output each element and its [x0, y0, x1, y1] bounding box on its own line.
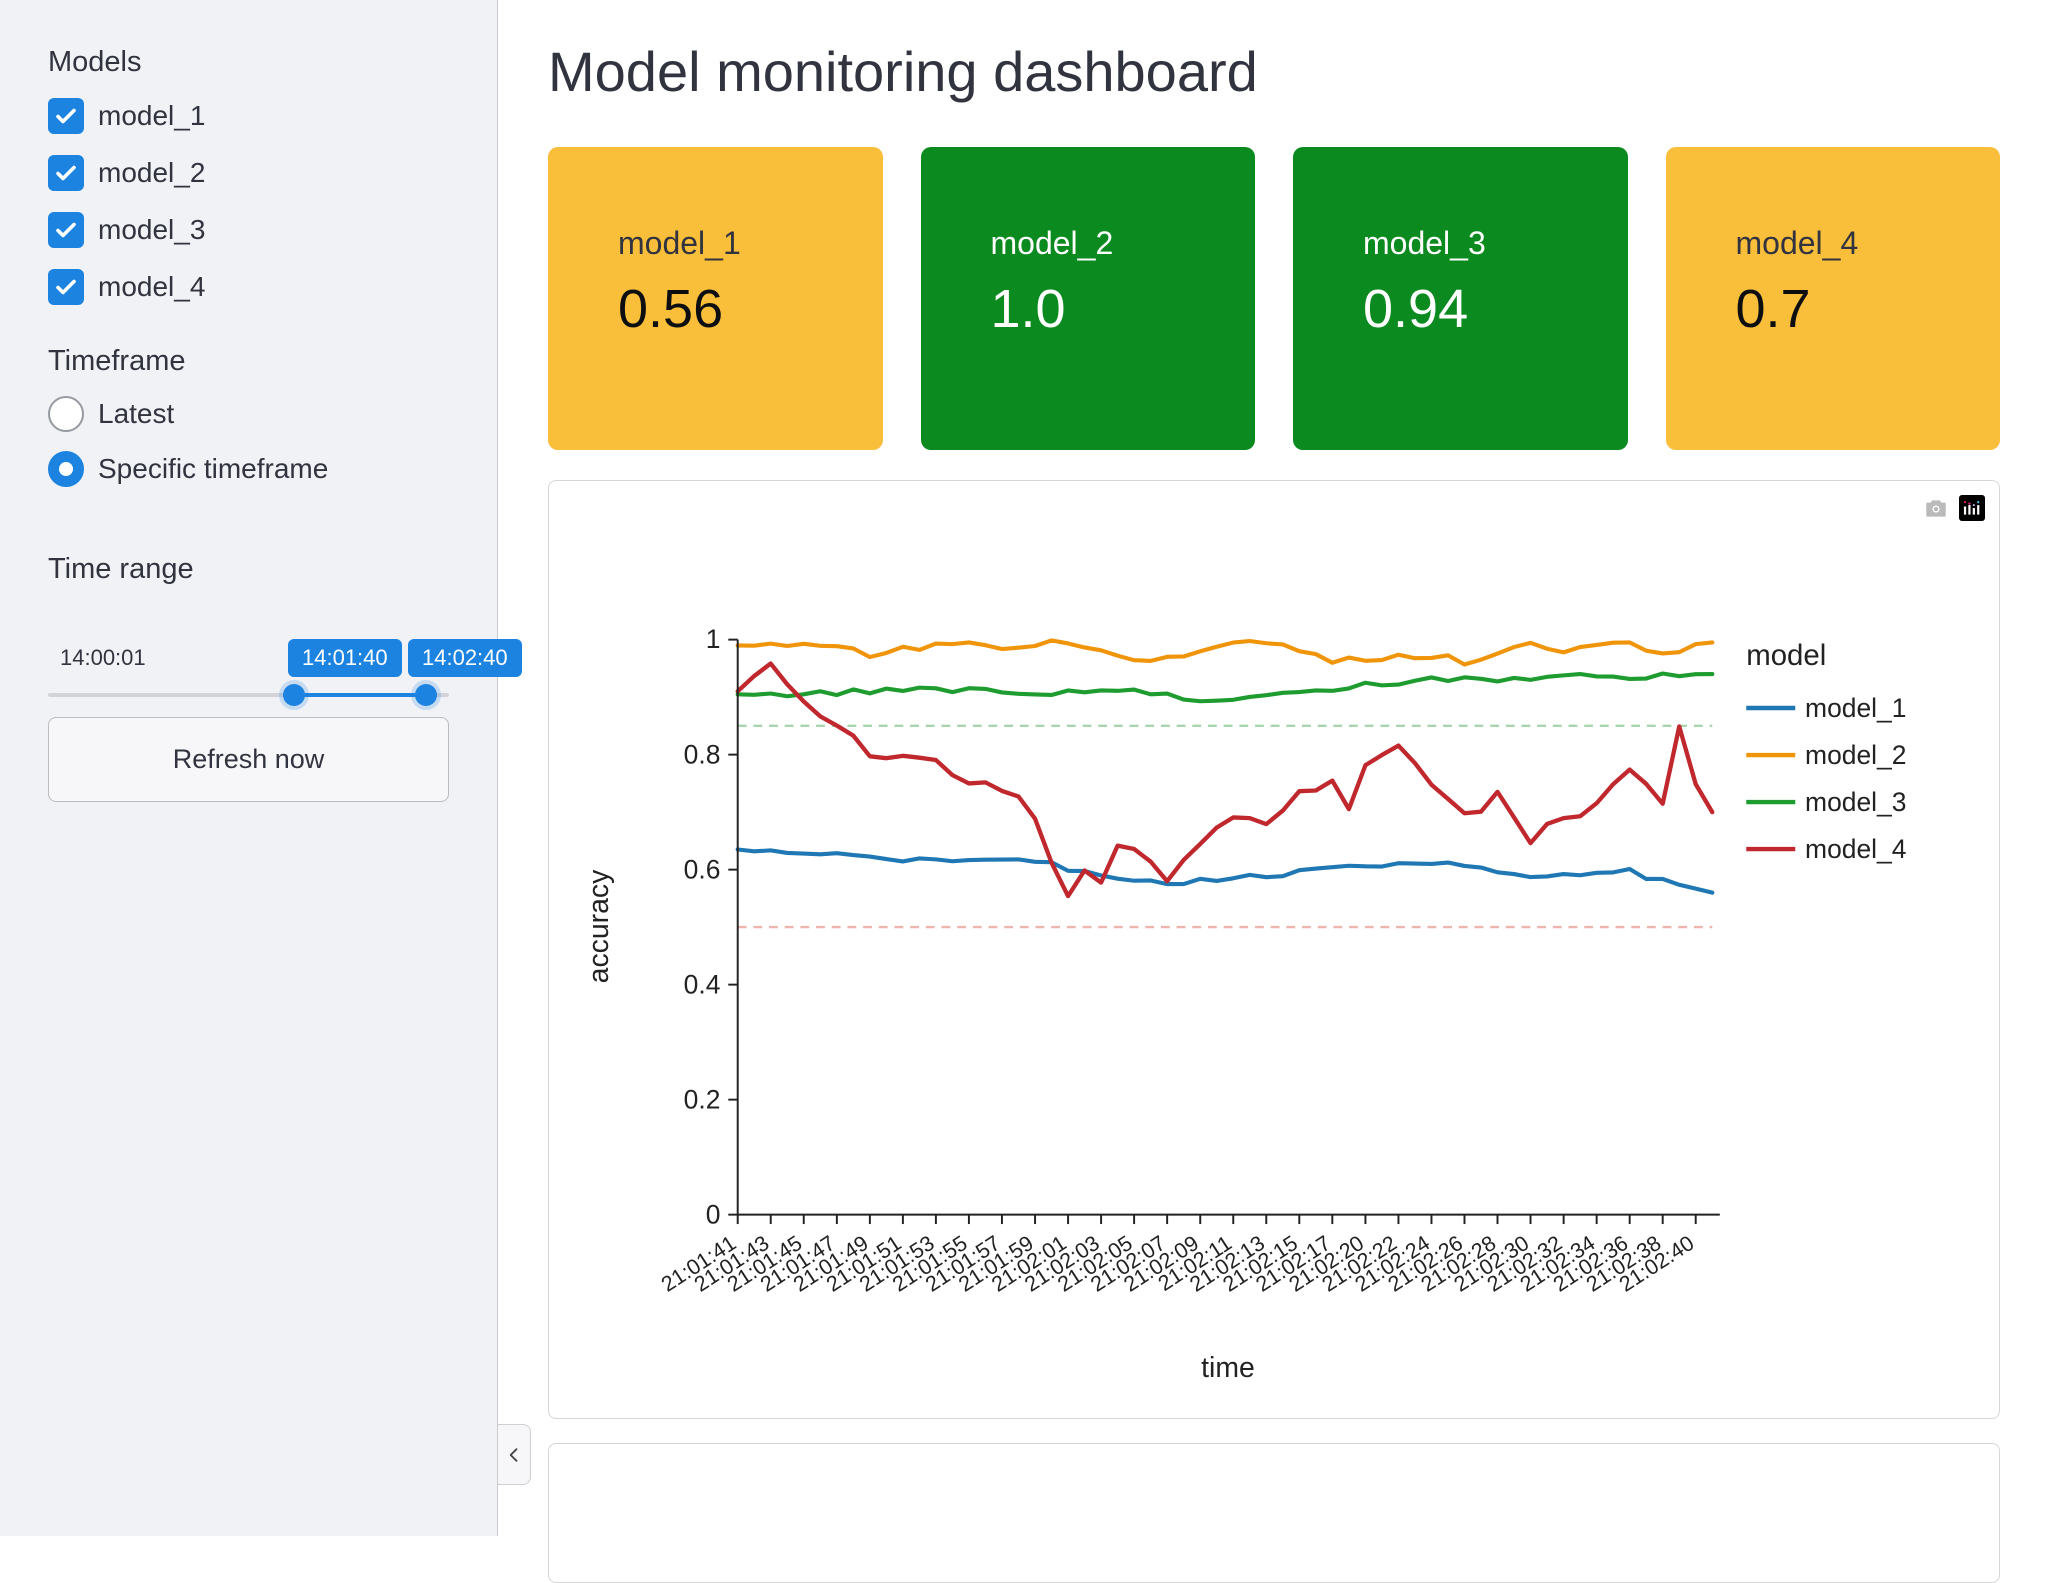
svg-text:model_3: model_3: [1805, 787, 1906, 817]
svg-text:0.4: 0.4: [684, 970, 721, 1000]
svg-text:accuracy: accuracy: [583, 869, 615, 983]
svg-text:model_2: model_2: [1805, 740, 1906, 770]
svg-text:model_4: model_4: [1805, 834, 1906, 864]
svg-text:time: time: [1201, 1352, 1255, 1384]
svg-text:0: 0: [706, 1200, 721, 1230]
svg-text:0.6: 0.6: [684, 855, 721, 885]
svg-text:0.2: 0.2: [684, 1085, 721, 1115]
svg-text:model: model: [1746, 639, 1826, 672]
svg-text:model_1: model_1: [1805, 693, 1906, 723]
svg-text:1: 1: [706, 624, 721, 654]
svg-text:0.8: 0.8: [684, 740, 721, 770]
